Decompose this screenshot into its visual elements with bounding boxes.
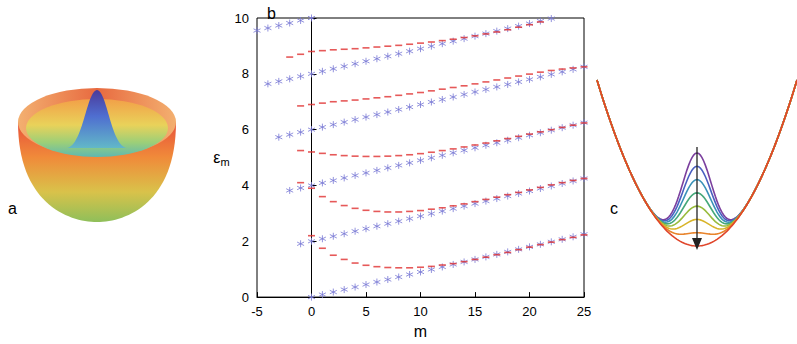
svg-text:10: 10 (413, 304, 427, 319)
svg-text:8: 8 (242, 66, 249, 81)
svg-text:0: 0 (308, 304, 315, 319)
svg-text:a: a (8, 200, 17, 217)
svg-text:m: m (220, 156, 229, 168)
svg-text:m: m (414, 323, 427, 340)
svg-text:2: 2 (242, 234, 249, 249)
svg-text:ε: ε (213, 149, 220, 166)
svg-text:c: c (610, 200, 618, 217)
svg-text:0: 0 (242, 290, 249, 305)
svg-text:4: 4 (242, 178, 249, 193)
svg-text:10: 10 (235, 11, 249, 26)
svg-text:b: b (267, 5, 276, 22)
svg-text:-5: -5 (251, 304, 263, 319)
svg-text:15: 15 (468, 304, 482, 319)
svg-text:20: 20 (522, 304, 536, 319)
svg-text:6: 6 (242, 122, 249, 137)
svg-text:25: 25 (577, 304, 591, 319)
svg-text:5: 5 (362, 304, 369, 319)
